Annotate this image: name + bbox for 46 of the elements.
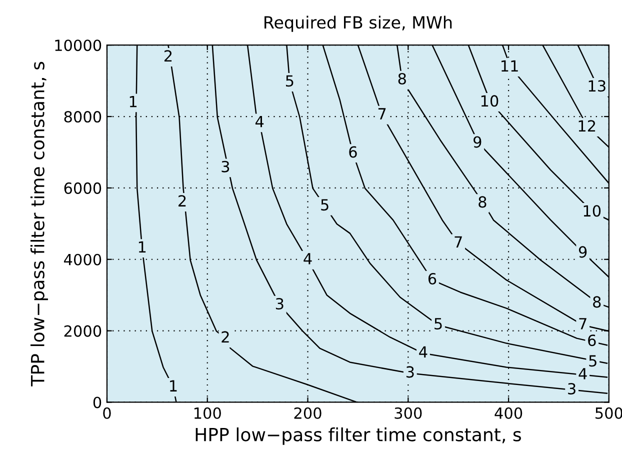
annotation: 8 <box>398 72 406 85</box>
annotation: 6 <box>588 334 596 346</box>
y-axis-title: TPP low−pass filter time constant, s <box>30 62 48 386</box>
y-tick-label: 8000 <box>64 110 102 123</box>
annotation: 2 <box>222 331 229 343</box>
annotation: 10 <box>481 95 498 107</box>
annotation: 3 <box>568 382 576 395</box>
annotation: 8 <box>478 196 486 208</box>
annotation: 4 <box>255 116 264 128</box>
annotation: 9 <box>474 136 482 148</box>
annotation: 6 <box>349 146 357 158</box>
annotation: 4 <box>419 346 428 358</box>
x-tick-label: 300 <box>394 407 422 419</box>
x-tick-label: 0 <box>103 407 111 419</box>
annotation: 8 <box>593 296 601 308</box>
annotation: 5 <box>589 355 596 367</box>
annotation: 4 <box>304 253 312 264</box>
y-tick-label: 10000 <box>55 40 102 52</box>
y-tick-label: 2000 <box>64 325 102 337</box>
chart-title: Required FB size, MWh <box>264 16 452 32</box>
x-tick-label: 200 <box>294 407 322 419</box>
x-tick-label: 100 <box>194 407 221 419</box>
annotation: 2 <box>178 195 186 206</box>
annotation: 10 <box>584 205 601 217</box>
annotation: 4 <box>578 368 587 380</box>
x-axis-title: HPP low−pass filter time constant, s <box>196 427 521 445</box>
x-tick-label: 400 <box>494 407 522 419</box>
annotation: 1 <box>130 96 137 108</box>
annotation: 5 <box>286 75 294 87</box>
annotation: 1 <box>138 241 146 253</box>
annotation: 3 <box>406 366 414 378</box>
annotation: 3 <box>222 160 230 172</box>
annotation: 7 <box>454 236 462 248</box>
annotation: 5 <box>321 199 328 211</box>
annotation: 7 <box>579 318 586 330</box>
annotation: 11 <box>502 60 518 72</box>
y-tick-label: 4000 <box>64 254 102 266</box>
y-tick-label: 0 <box>93 396 102 408</box>
annotation: 1 <box>170 380 177 392</box>
annotation: 3 <box>276 298 284 310</box>
annotation: 9 <box>578 246 587 258</box>
annotation: 12 <box>578 120 596 132</box>
y-tick-label: 6000 <box>64 182 102 194</box>
annotation: 2 <box>164 50 172 62</box>
annotation: 13 <box>588 80 606 92</box>
annotation: 7 <box>378 108 386 120</box>
